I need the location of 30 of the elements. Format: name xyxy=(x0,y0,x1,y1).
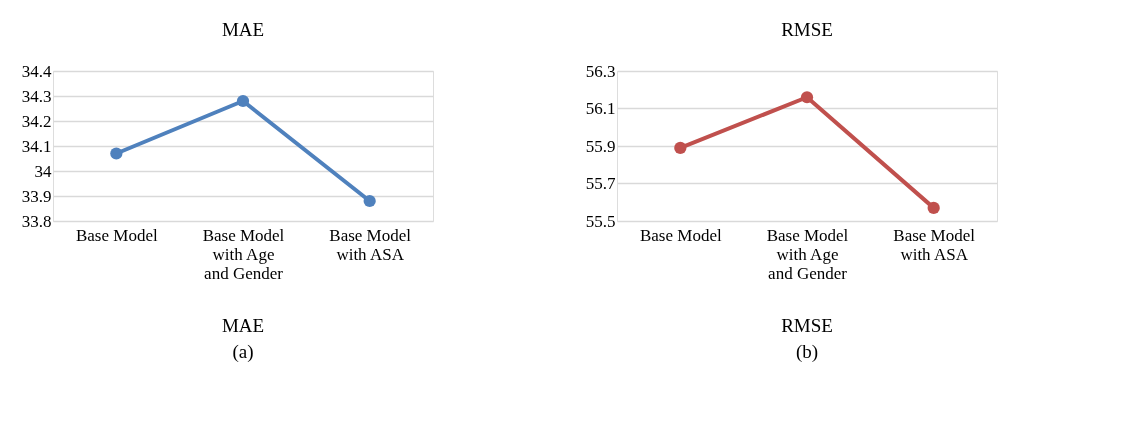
x-tick-label: Base Model with Age and Gender xyxy=(766,225,849,283)
y-tick-label: 34.3 xyxy=(21,86,52,106)
text: (a) xyxy=(232,341,254,363)
x-tick-label: Base Model with Age and Gender xyxy=(202,225,285,283)
point xyxy=(927,201,940,214)
x-tick-label: Base Model xyxy=(75,225,158,245)
x-tick-label: Base Model with ASA xyxy=(893,225,976,264)
y-tick-label: 33.8 xyxy=(21,211,52,231)
text: RMSE xyxy=(781,315,833,336)
y-tick-label: 33.9 xyxy=(21,186,52,206)
y-tick-label: 34.2 xyxy=(21,111,52,131)
point xyxy=(236,94,250,108)
y-tick-label: 56.1 xyxy=(585,99,616,118)
y-tick-label: 55.7 xyxy=(585,174,616,193)
y-tick-label: 56.3 xyxy=(585,61,616,81)
y-tick-label: 34.4 xyxy=(21,61,52,81)
point xyxy=(674,141,687,154)
y-tick-label: 34 xyxy=(34,161,52,181)
text: MAE xyxy=(221,315,265,336)
chart-title: RMSE xyxy=(781,19,833,40)
y-tick-label: 55.5 xyxy=(585,211,616,231)
x-tick-label: Base Model with ASA xyxy=(329,225,412,264)
x-tick-label: Base Model xyxy=(639,225,722,245)
point xyxy=(800,91,814,104)
point xyxy=(363,194,376,208)
y-tick-label: 34.1 xyxy=(21,136,52,156)
point xyxy=(110,147,123,160)
chart-title: MAE xyxy=(221,19,265,40)
y-tick-label: 55.9 xyxy=(585,136,616,156)
text: (b) xyxy=(795,341,819,363)
